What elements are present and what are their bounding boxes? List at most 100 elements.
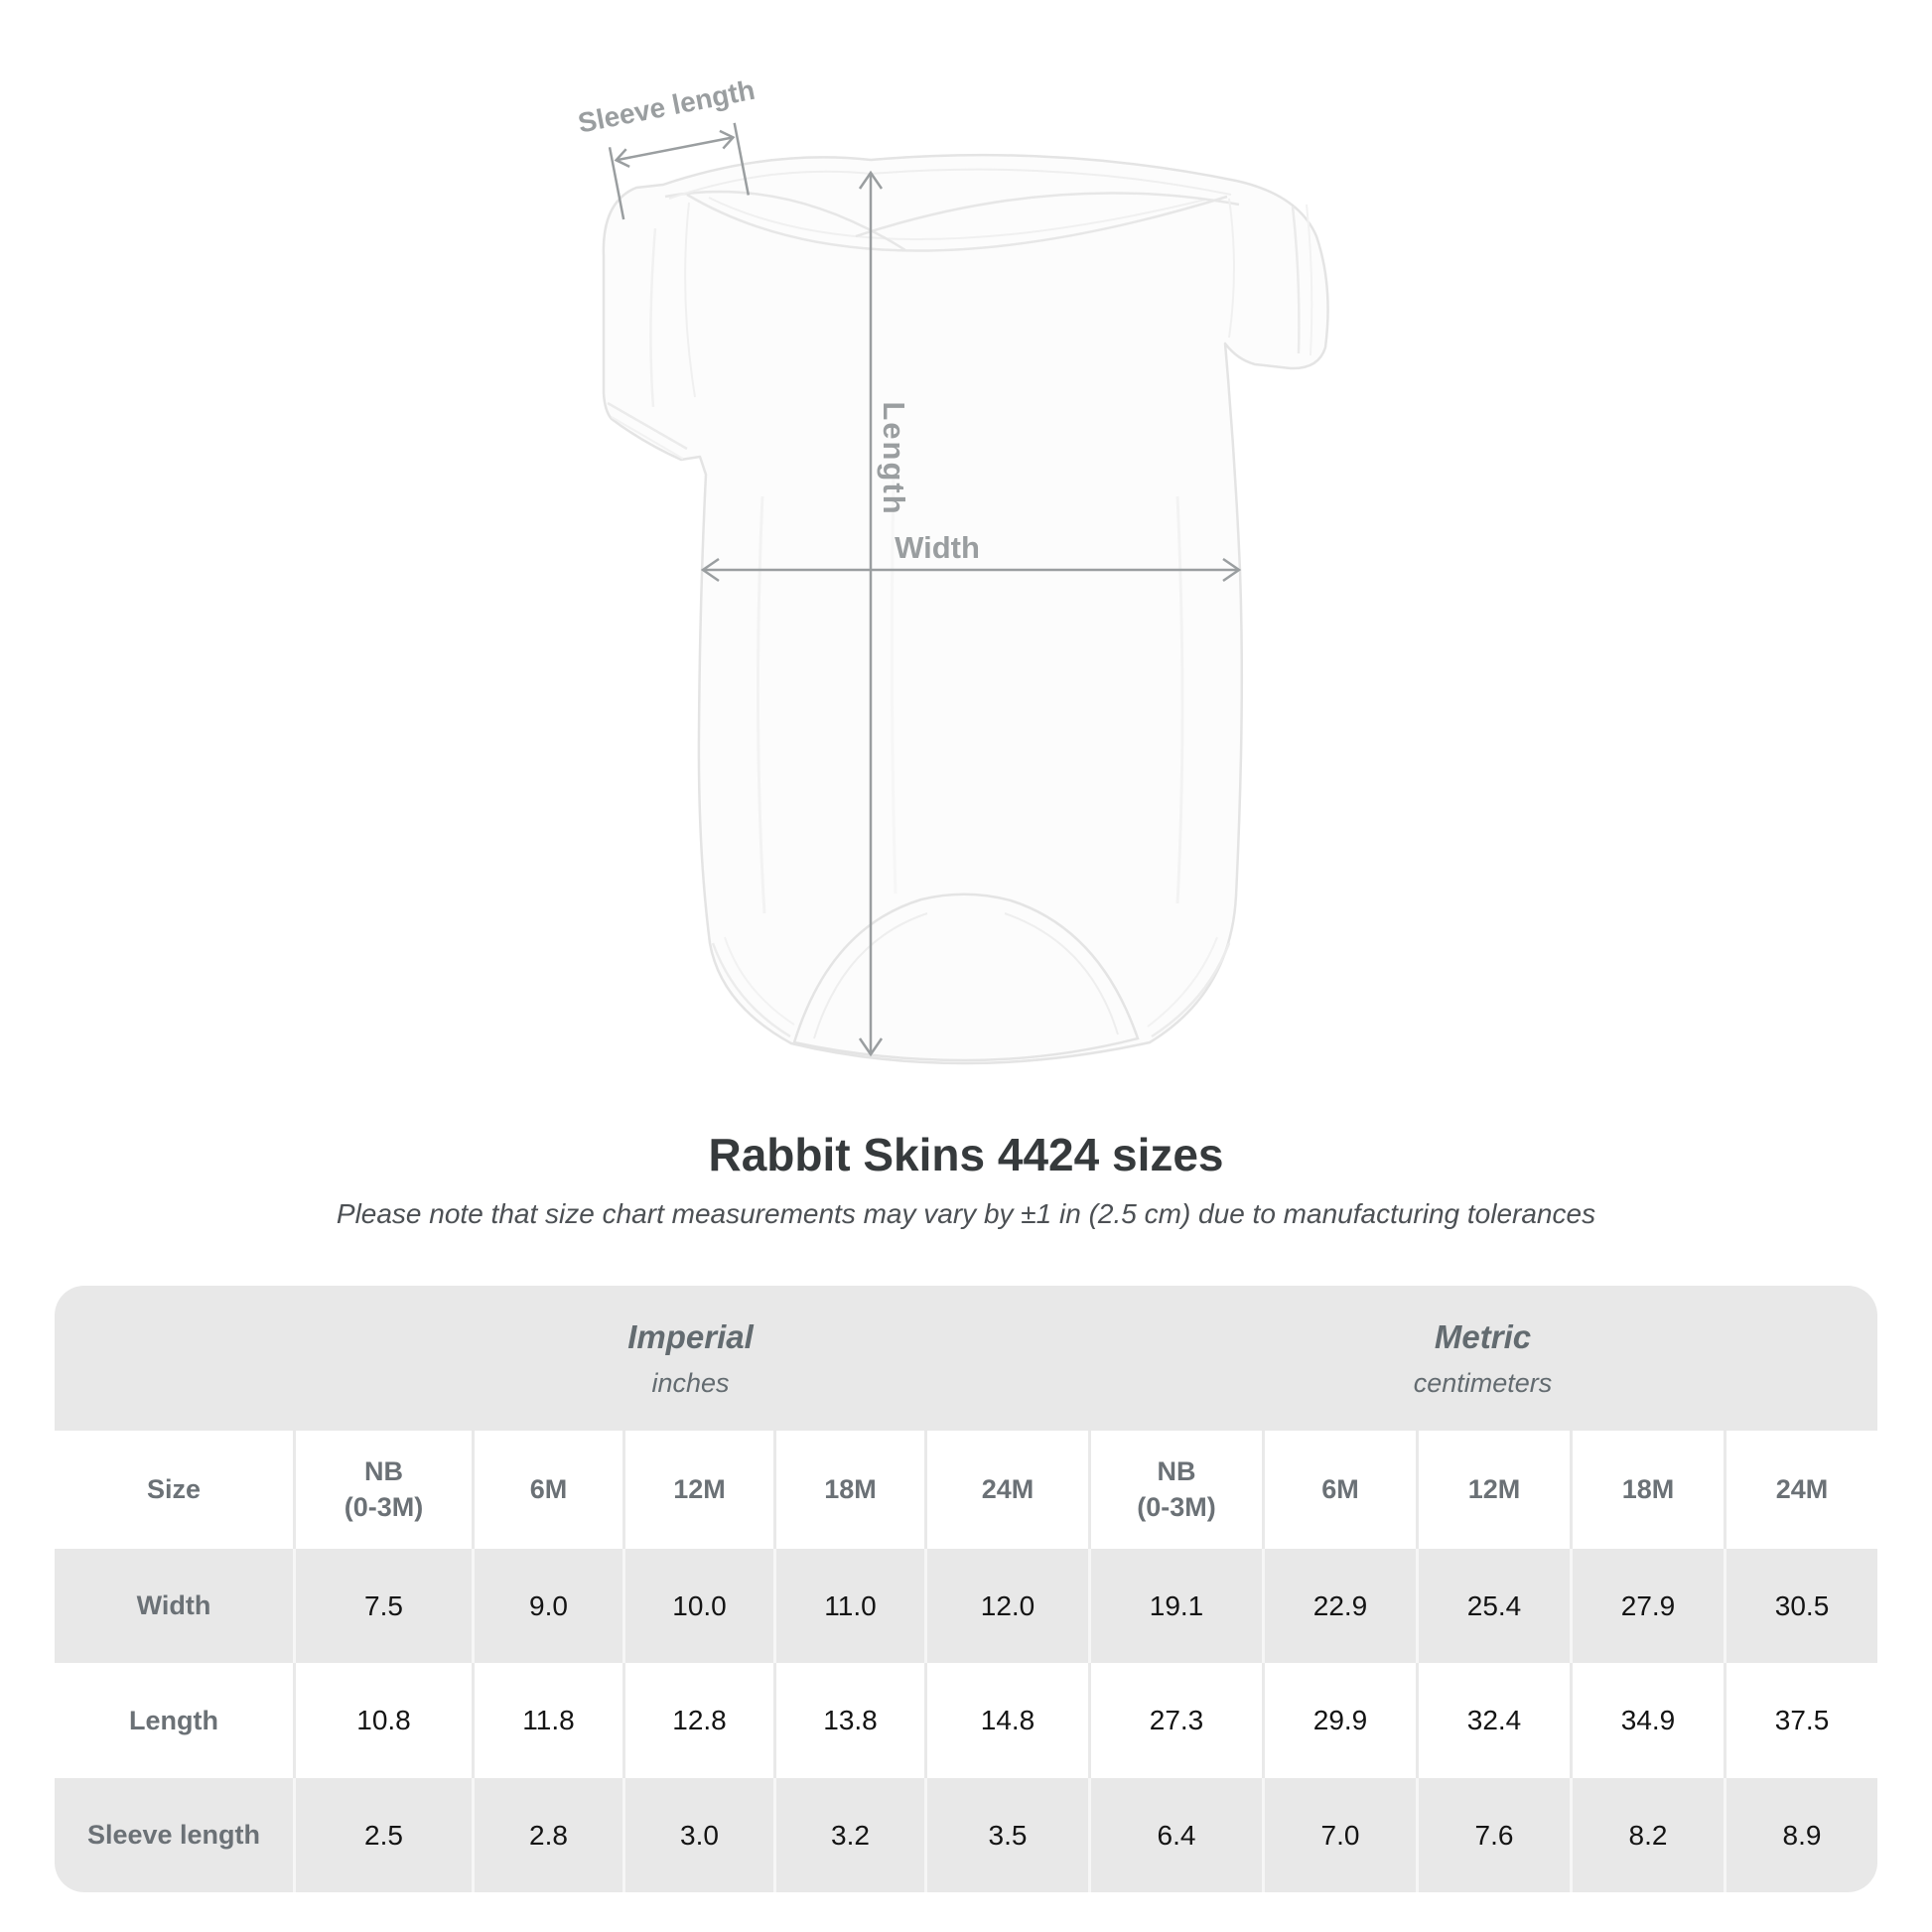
length-imperial-18m: 13.8 [773,1663,924,1778]
sleeve-tick-left [608,147,625,220]
left-armhole-seam [684,202,696,398]
collar-top-trim [668,168,1232,200]
width-imperial-18m: 11.0 [773,1549,924,1663]
sleeve-arrowhead-left [614,148,630,168]
sleeve-metric-18m: 8.2 [1570,1778,1724,1892]
sleeve-imperial-12m: 3.0 [622,1778,773,1892]
width-imperial-24m: 12.0 [924,1549,1088,1663]
sleeve-arrow-line [616,136,734,162]
collar-left-band [664,190,906,252]
left-leg-binding [711,942,791,1038]
size-col-imperial-12m: 12M [622,1431,773,1549]
sleeve-metric-nb: 6.4 [1088,1778,1262,1892]
collar-back-neckline [686,193,1228,252]
size-col-metric-6m: 6M [1262,1431,1416,1549]
width-row-label: Width [136,1590,211,1620]
size-col-imperial-24m: 24M [924,1431,1088,1549]
imperial-sublabel: inches [651,1367,730,1398]
imperial-label: Imperial [627,1318,754,1355]
collar-back-neckline-inner [708,197,1206,240]
length-arrowhead-top [858,170,884,190]
fold-line-center [890,476,897,895]
left-cuff-trim [607,401,688,451]
length-row: Length 10.8 11.8 12.8 13.8 14.8 27.3 29.… [55,1663,1878,1778]
length-measure [858,170,884,1057]
length-metric-6m: 29.9 [1262,1663,1416,1778]
sleeve-imperial-24m: 3.5 [924,1778,1088,1892]
crotch-flap-trim-left [813,912,928,1039]
length-metric-18m: 34.9 [1570,1663,1724,1778]
width-metric-12m: 25.4 [1416,1549,1570,1663]
length-imperial-12m: 12.8 [622,1663,773,1778]
sleeve-imperial-18m: 3.2 [773,1778,924,1892]
right-leg-binding-inner [1147,936,1218,1028]
fold-line-sleeve [649,227,657,408]
sleeve-length-row: Sleeve length 2.5 2.8 3.0 3.2 3.5 6.4 7.… [55,1778,1878,1892]
right-cuff-trim [1291,206,1301,354]
size-table-container: Imperial inches Metric centimeters Size … [55,1286,1878,1892]
width-row: Width 7.5 9.0 10.0 11.0 12.0 19.1 22.9 2… [55,1549,1878,1663]
length-imperial-nb: 10.8 [293,1663,472,1778]
imperial-header-cell: Imperial inches [293,1286,1088,1431]
width-imperial-12m: 10.0 [622,1549,773,1663]
collar-right-band [855,192,1240,238]
size-col-imperial-18m: 18M [773,1431,924,1549]
width-imperial-nb: 7.5 [293,1549,472,1663]
unit-band-row: Imperial inches Metric centimeters [55,1286,1878,1431]
fold-line-left [756,495,766,914]
right-cuff-trim-inner [1306,204,1313,356]
width-arrowhead-right [1222,557,1242,583]
right-armhole-seam [1228,198,1235,339]
length-imperial-6m: 11.8 [472,1663,622,1778]
width-label: Width [895,530,980,565]
width-metric-6m: 22.9 [1262,1549,1416,1663]
heading-block: Rabbit Skins 4424 sizes Please note that… [0,1128,1932,1233]
length-imperial-24m: 14.8 [924,1663,1088,1778]
size-header-row: Size NB (0-3M) 6M 12M 18M 24M NB (0-3M) 6M… [55,1431,1878,1549]
length-metric-24m: 37.5 [1724,1663,1878,1778]
sleeve-imperial-nb: 2.5 [293,1778,472,1892]
right-leg-binding [1151,942,1231,1038]
crotch-flap-trim-right [1004,912,1119,1035]
left-leg-binding-inner [724,936,795,1026]
sleeve-imperial-6m: 2.8 [472,1778,622,1892]
size-col-metric-nb: NB (0-3M) [1088,1431,1262,1549]
length-arrowhead-bottom [858,1037,884,1057]
width-measure [700,557,1242,583]
sleeve-metric-12m: 7.6 [1416,1778,1570,1892]
metric-header-cell: Metric centimeters [1088,1286,1878,1431]
metric-sublabel: centimeters [1413,1367,1553,1398]
crotch-flap [792,893,1140,1062]
tolerance-note: Please note that size chart measurements… [336,1198,1596,1230]
size-row-label: Size [146,1474,202,1504]
sleeve-arrowhead-right [719,129,736,150]
width-arrowhead-left [700,557,720,583]
length-metric-12m: 32.4 [1416,1663,1570,1778]
unit-band-spacer [55,1286,293,1431]
width-metric-24m: 30.5 [1724,1549,1878,1663]
width-metric-18m: 27.9 [1570,1549,1724,1663]
length-metric-nb: 27.3 [1088,1663,1262,1778]
metric-label: Metric [1434,1318,1532,1355]
bodysuit-measurement-diagram: Length Width Sleeve length [576,74,1329,1065]
sleeve-tick-right [733,122,751,196]
sleeve-length-label: Sleeve length [576,74,758,139]
length-label: Length [877,401,911,515]
size-col-metric-18m: 18M [1570,1431,1724,1549]
size-col-imperial-6m: 6M [472,1431,622,1549]
sleeve-metric-24m: 8.9 [1724,1778,1878,1892]
size-col-imperial-nb: NB (0-3M) [293,1431,472,1549]
sleeve-metric-6m: 7.0 [1262,1778,1416,1892]
size-table: Imperial inches Metric centimeters Size … [55,1286,1878,1892]
size-col-metric-12m: 12M [1416,1431,1570,1549]
fold-line-right [1175,495,1184,904]
size-row-label-cell: Size [55,1431,293,1549]
width-metric-nb: 19.1 [1088,1549,1262,1663]
page-title: Rabbit Skins 4424 sizes [708,1129,1224,1180]
length-row-label: Length [129,1705,218,1735]
width-imperial-6m: 9.0 [472,1549,622,1663]
left-cuff-trim-inner [611,416,684,460]
sleeve-row-label: Sleeve length [86,1820,261,1850]
size-col-metric-24m: 24M [1724,1431,1878,1549]
